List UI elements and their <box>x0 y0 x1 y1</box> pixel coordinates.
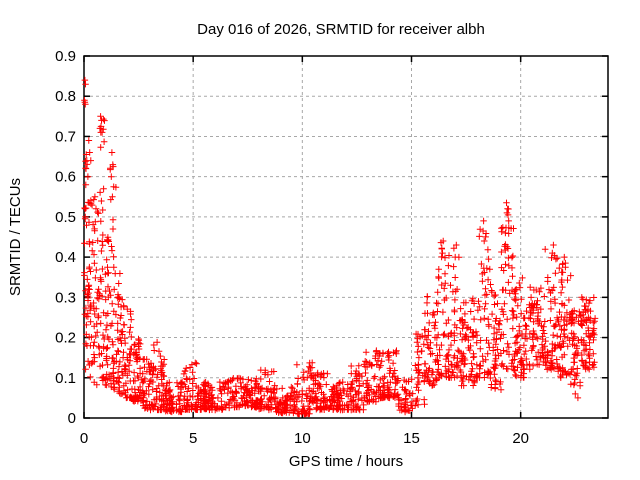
x-axis-label: GPS time / hours <box>289 453 403 470</box>
x-tick-label: 10 <box>294 430 311 447</box>
x-tick-label: 20 <box>512 430 529 447</box>
x-tick-label: 0 <box>80 430 88 447</box>
y-tick-labels: 0 0.1 0.2 0.3 0.4 0.5 0.6 0.7 0.8 0.9 <box>55 48 76 427</box>
x-tick-label: 15 <box>403 430 420 447</box>
y-tick-label: 0 <box>68 410 76 427</box>
y-tick-label: 0.2 <box>55 330 76 347</box>
y-tick-label: 0.4 <box>55 249 76 266</box>
y-tick-label: 0.8 <box>55 88 76 105</box>
y-tick-label: 0.1 <box>55 370 76 387</box>
plot-border <box>83 55 609 419</box>
chart-title: Day 016 of 2026, SRMTID for receiver alb… <box>197 21 485 38</box>
x-tick-labels: 0 5 10 15 20 <box>80 430 529 447</box>
y-axis-label: SRMTID / TECUs <box>7 178 24 296</box>
y-tick-label: 0.9 <box>55 48 76 65</box>
y-tick-label: 0.7 <box>55 128 76 145</box>
y-tick-label: 0.6 <box>55 169 76 186</box>
grid-lines <box>84 56 608 418</box>
y-tick-label: 0.3 <box>55 289 76 306</box>
scatter-points <box>81 76 599 418</box>
x-tick-label: 5 <box>189 430 197 447</box>
y-tick-label: 0.5 <box>55 209 76 226</box>
